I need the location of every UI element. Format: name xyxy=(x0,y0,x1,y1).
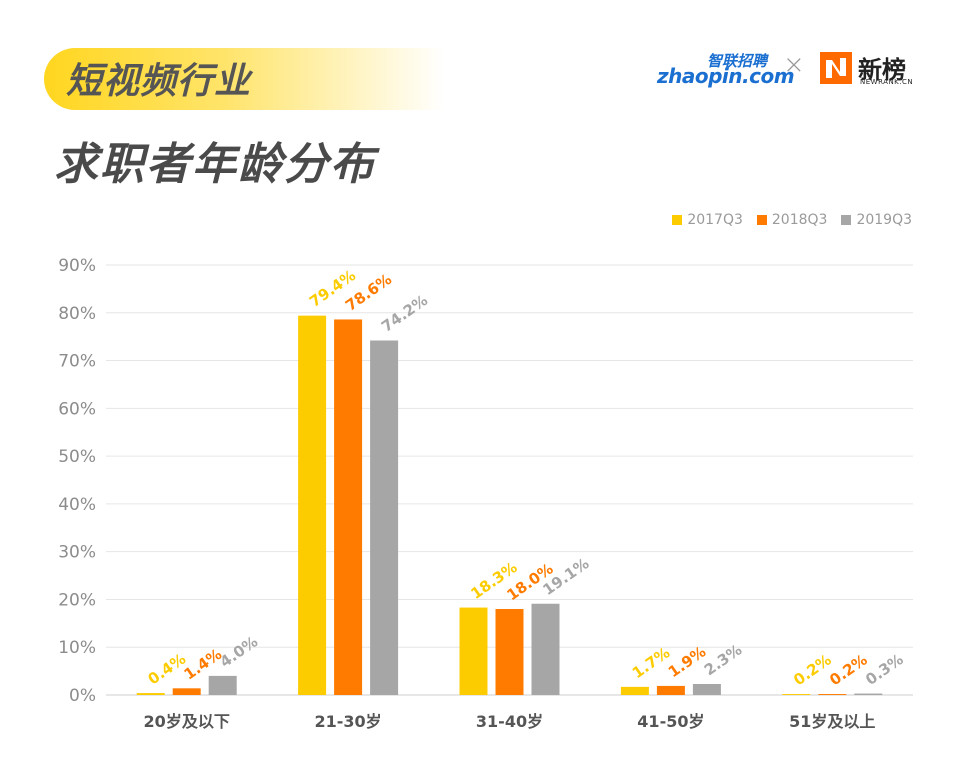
legend-label: 2017Q3 xyxy=(687,212,743,228)
newrank-logo-icon xyxy=(820,52,852,84)
y-tick-label: 90% xyxy=(58,256,96,276)
chart-legend: 2017Q3 2018Q3 2019Q3 xyxy=(672,212,912,228)
bar xyxy=(818,694,847,695)
data-label: 0.2% xyxy=(826,651,870,690)
y-tick-label: 10% xyxy=(58,638,96,658)
bar xyxy=(459,607,488,695)
zhaopin-logo-en: zhaopin.com xyxy=(657,64,795,88)
bar xyxy=(334,319,363,695)
data-label: 0.3% xyxy=(862,650,906,689)
y-tick-label: 40% xyxy=(58,495,96,515)
data-label: 2.3% xyxy=(701,641,745,680)
legend-label: 2019Q3 xyxy=(856,212,912,228)
logo-separator: × xyxy=(783,50,805,80)
bar xyxy=(208,675,237,695)
page-title: 求职者年龄分布 xyxy=(54,139,376,190)
y-tick-label: 80% xyxy=(58,304,96,324)
y-tick-label: 20% xyxy=(58,590,96,610)
y-tick-label: 70% xyxy=(58,352,96,372)
bar xyxy=(531,603,560,695)
category-tag-background xyxy=(44,48,444,110)
y-tick-label: 60% xyxy=(58,399,96,419)
x-tick-label: 31-40岁 xyxy=(476,712,543,731)
bar xyxy=(370,340,399,695)
legend-swatch xyxy=(841,215,852,225)
legend-label: 2018Q3 xyxy=(771,212,828,228)
bar xyxy=(136,693,165,695)
legend-item: 2018Q3 xyxy=(756,212,828,228)
newrank-logo-en: NEWRANK.CN xyxy=(860,78,914,86)
bar xyxy=(172,688,201,695)
bar xyxy=(782,694,811,695)
legend-swatch xyxy=(756,215,767,225)
category-tag: 短视频行业 xyxy=(66,61,252,102)
data-label: 1.7% xyxy=(629,644,673,683)
bar xyxy=(692,684,721,695)
bar xyxy=(620,686,649,695)
y-tick-label: 30% xyxy=(58,543,96,563)
bar xyxy=(495,609,524,695)
bar xyxy=(854,693,883,695)
x-tick-label: 51岁及以上 xyxy=(789,712,875,731)
x-tick-label: 21-30岁 xyxy=(315,712,382,731)
y-tick-label: 50% xyxy=(58,447,96,467)
data-label: 74.2% xyxy=(378,291,431,336)
zhaopin-logo-cn: 智联招聘 xyxy=(706,52,767,70)
data-label: 1.9% xyxy=(665,643,709,682)
x-tick-label: 20岁及以下 xyxy=(144,712,230,731)
y-tick-label: 0% xyxy=(69,686,96,706)
bar xyxy=(656,685,685,695)
legend-item: 2019Q3 xyxy=(841,212,912,228)
legend-swatch xyxy=(672,215,683,225)
newrank-logo-cn: 新榜 xyxy=(858,56,906,84)
legend-item: 2017Q3 xyxy=(672,212,743,228)
data-label: 0.2% xyxy=(790,651,834,690)
x-tick-label: 41-50岁 xyxy=(637,712,704,731)
bar xyxy=(298,315,327,695)
data-label: 4.0% xyxy=(217,633,261,672)
